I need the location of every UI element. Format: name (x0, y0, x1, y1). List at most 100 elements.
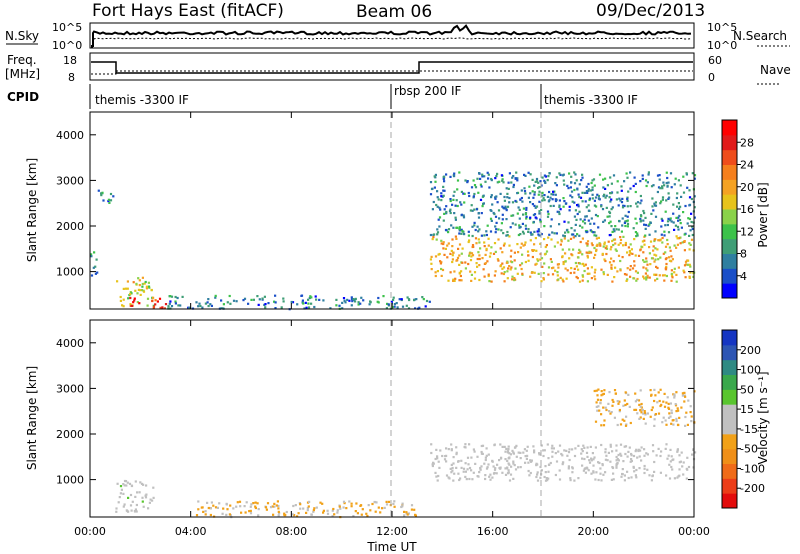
heatmap-cell (627, 246, 630, 249)
heatmap-cell (621, 197, 624, 200)
colorbar-frame (721, 329, 738, 509)
heatmap-cell (629, 460, 632, 463)
heatmap-cell (659, 388, 662, 391)
heatmap-cell (573, 171, 576, 174)
heatmap-cell (440, 274, 443, 277)
heatmap-cell (642, 219, 645, 222)
heatmap-cell (691, 172, 694, 175)
colorbar-swatch (722, 330, 737, 346)
heatmap-cell (565, 202, 568, 205)
heatmap-cell (512, 185, 515, 189)
heatmap-cell (474, 228, 477, 232)
heatmap-cell (593, 389, 596, 393)
heatmap-cell (675, 419, 678, 423)
heatmap-cell (459, 201, 462, 204)
heatmap-cell (613, 238, 617, 241)
heatmap-cell (379, 511, 382, 514)
heatmap-cell (505, 261, 508, 264)
heatmap-cell (422, 298, 425, 301)
heatmap-cell (687, 465, 691, 469)
heatmap-cell (563, 183, 566, 186)
heatmap-cell (450, 249, 453, 252)
heatmap-cell (531, 249, 534, 252)
heatmap-cell (312, 509, 315, 512)
heatmap-cell (533, 213, 537, 216)
heatmap-cell (597, 194, 600, 198)
heatmap-cell (436, 196, 439, 199)
heatmap-cell (510, 465, 513, 468)
heatmap-cell (477, 212, 480, 215)
heatmap-cell (644, 216, 647, 219)
heatmap-cell (685, 477, 688, 480)
heatmap-cell (679, 242, 682, 245)
heatmap-cell (534, 180, 537, 183)
heatmap-cell (542, 449, 545, 452)
heatmap-cell (650, 393, 653, 396)
heatmap-cell (603, 241, 606, 244)
heatmap-cell (284, 514, 287, 517)
heatmap-cell (607, 451, 610, 454)
heatmap-cell (506, 467, 509, 470)
heatmap-cell (308, 296, 311, 300)
heatmap-cell (623, 399, 626, 402)
heatmap-cell (543, 199, 546, 202)
colorbar-swatch (722, 268, 737, 284)
heatmap-cell (487, 244, 490, 247)
heatmap-cell (598, 409, 601, 412)
heatmap-cell (123, 503, 126, 506)
heatmap-cell (623, 479, 626, 482)
heatmap-cell (338, 505, 341, 508)
heatmap-cell (371, 502, 374, 506)
heatmap-cell (658, 399, 661, 403)
heatmap-cell (561, 174, 564, 177)
heatmap-cell (497, 238, 500, 241)
heatmap-cell (306, 506, 309, 510)
colorbar-swatch (722, 253, 737, 269)
colorbar-tick-label: 12 (740, 225, 754, 238)
heatmap-cell (369, 301, 372, 304)
heatmap-cell (441, 454, 444, 458)
heatmap-cell (626, 196, 629, 199)
heatmap-cell (204, 302, 207, 305)
heatmap-cell (608, 211, 612, 215)
heatmap-cell (676, 448, 679, 451)
heatmap-cell (478, 228, 481, 231)
heatmap-cell (637, 448, 640, 451)
heatmap-cell (621, 473, 624, 476)
heatmap-cell (540, 233, 543, 236)
heatmap-cell (600, 424, 603, 427)
heatmap-cell (633, 176, 636, 179)
heatmap-cell (648, 252, 651, 255)
heatmap-cell (594, 268, 597, 271)
heatmap-cell (296, 515, 299, 518)
heatmap-cell (277, 507, 280, 510)
heatmap-cell (601, 463, 604, 466)
heatmap-cell (623, 221, 626, 224)
heatmap-cell (640, 446, 643, 449)
heatmap-cell (635, 235, 638, 238)
heatmap-cell (599, 399, 602, 402)
heatmap-cell (494, 197, 497, 200)
heatmap-cell (590, 242, 593, 245)
heatmap-cell (122, 298, 125, 301)
heatmap-cell (532, 220, 535, 224)
heatmap-cell (610, 478, 613, 481)
heatmap-cell (566, 454, 569, 457)
heatmap-cell (359, 302, 362, 305)
heatmap-cell (445, 460, 448, 463)
heatmap-cell (524, 455, 527, 458)
heatmap-cell (658, 239, 661, 242)
heatmap-cell (640, 402, 643, 406)
heatmap-cell (634, 400, 637, 403)
heatmap-cell (584, 263, 587, 266)
heatmap-cell (511, 176, 514, 179)
heatmap-cell (678, 237, 681, 240)
heatmap-cell (301, 299, 304, 302)
heatmap-cell (617, 204, 620, 207)
heatmap-cell (282, 300, 285, 303)
heatmap-cell (609, 248, 612, 251)
heatmap-cell (539, 258, 542, 261)
heatmap-cell (555, 460, 559, 463)
heatmap-cell (641, 177, 644, 180)
